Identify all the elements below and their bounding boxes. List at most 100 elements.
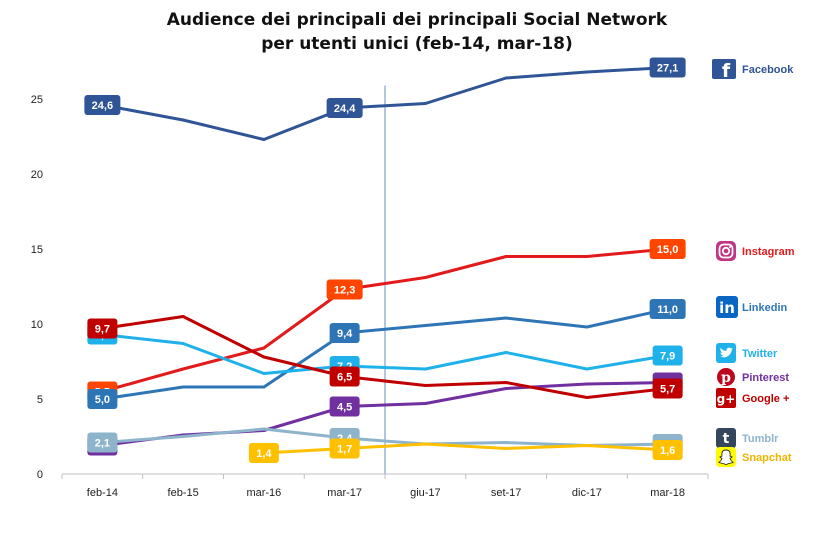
legend-label-twitter: Twitter	[742, 348, 778, 360]
data-label-facebook: 27,1	[657, 63, 678, 75]
y-tick-label: 5	[37, 394, 43, 406]
data-label-pinterest: 4,5	[337, 402, 352, 414]
instagram-icon-dot	[729, 246, 731, 248]
chart-title-line-1: Audience dei principali dei principali S…	[166, 10, 668, 30]
series-line-instagram	[100, 247, 670, 393]
data-point-google	[181, 315, 185, 318]
twitter-icon-bird	[720, 347, 733, 358]
data-point-instagram	[504, 255, 508, 258]
instagram-icon	[716, 241, 736, 261]
data-point-snapchat	[423, 442, 427, 446]
x-tick-label: feb-15	[168, 487, 199, 499]
google-plus-icon: g+	[716, 388, 736, 408]
data-label-box-instagram	[649, 239, 686, 259]
data-label-twitter: 7,9	[660, 351, 675, 363]
data-point-instagram	[585, 255, 589, 258]
y-tick-label: 25	[31, 94, 43, 106]
y-tick-label: 10	[31, 319, 43, 331]
data-point-linkedin	[504, 316, 508, 320]
data-point-tumblr	[181, 435, 185, 438]
data-label-snapchat: 1,4	[256, 448, 272, 460]
data-label-snapchat: 1,7	[337, 444, 352, 456]
data-label-box-google	[329, 366, 360, 387]
data-point-facebook	[585, 70, 589, 74]
linkedin-icon: in	[716, 296, 738, 318]
data-label-snapchat: 1,6	[660, 445, 675, 457]
facebook-icon: f	[712, 59, 736, 82]
data-point-twitter	[504, 351, 508, 354]
legend-label-tumblr: Tumblr	[742, 433, 779, 445]
facebook-icon-bg	[712, 59, 736, 79]
data-point-twitter	[262, 372, 266, 375]
x-tick-label: giu-17	[410, 487, 441, 499]
data-label-box-snapchat	[329, 438, 360, 459]
data-label-tumblr: 2,1	[95, 438, 110, 450]
data-label-google: 5,7	[660, 384, 675, 396]
data-label-box-instagram	[326, 279, 363, 300]
legend-label-linkedin: Linkedin	[742, 302, 788, 314]
data-point-twitter	[181, 342, 185, 345]
linkedin-icon-glyph: in	[719, 299, 735, 317]
x-tick-label: set-17	[491, 487, 522, 499]
data-point-linkedin	[423, 324, 427, 327]
data-point-snapchat	[585, 444, 589, 447]
data-point-linkedin	[262, 385, 266, 389]
data-label-box-facebook	[649, 57, 686, 78]
data-point-twitter	[423, 367, 427, 371]
chart-title: Audience dei principali dei principali S…	[0, 8, 834, 56]
data-label-box-google	[87, 318, 118, 339]
data-label-box-tumblr	[87, 432, 118, 453]
data-label-box-twitter	[652, 345, 683, 366]
data-label-box-snapchat	[248, 443, 279, 463]
snapchat-icon	[716, 447, 736, 467]
x-tick-label: mar-17	[327, 487, 362, 499]
data-point-tumblr	[262, 427, 266, 431]
data-point-google	[423, 384, 427, 387]
data-point-instagram	[181, 367, 185, 371]
legend-label-instagram: Instagram	[742, 246, 795, 258]
google-plus-icon-glyph: g+	[717, 392, 736, 406]
data-label-instagram: 12,3	[334, 285, 355, 297]
data-point-facebook	[181, 118, 185, 122]
google-plus-icon-bg	[716, 388, 736, 408]
snapchat-icon-ghost	[718, 449, 734, 465]
data-point-twitter	[585, 367, 589, 371]
legend-label-google: Google +	[742, 393, 789, 405]
linkedin-icon-bg	[716, 296, 738, 318]
legend-label-snapchat: Snapchat	[742, 452, 792, 464]
data-point-google	[585, 396, 589, 399]
x-tick-label: feb-14	[87, 487, 118, 499]
data-label-box-linkedin	[649, 299, 686, 319]
twitter-icon	[716, 343, 736, 363]
y-tick-label: 0	[37, 469, 43, 481]
data-point-google	[504, 381, 508, 384]
data-label-linkedin: 9,4	[337, 328, 353, 340]
tumblr-icon-glyph: t	[723, 431, 730, 447]
series-line-snapchat	[262, 442, 670, 455]
data-label-facebook: 24,4	[334, 103, 356, 115]
tumblr-icon-bg	[716, 428, 736, 448]
pinterest-icon-glyph: p	[721, 370, 731, 386]
data-label-box-linkedin	[329, 323, 360, 343]
pinterest-icon-bg	[717, 368, 735, 386]
data-label-linkedin: 5,0	[95, 394, 110, 406]
data-point-facebook	[423, 102, 427, 105]
data-label-box-facebook	[84, 95, 121, 115]
series-line-facebook	[100, 66, 670, 141]
x-tick-label: mar-18	[650, 487, 685, 499]
data-point-tumblr	[504, 441, 508, 444]
pinterest-icon: p	[717, 368, 735, 386]
data-point-instagram	[423, 276, 427, 279]
series-line-twitter	[100, 333, 670, 375]
data-point-instagram	[262, 346, 266, 350]
series-lines	[100, 66, 670, 455]
x-tick-label: mar-16	[246, 487, 281, 499]
data-point-linkedin	[585, 325, 589, 329]
data-label-box-linkedin	[87, 389, 118, 409]
data-point-google	[262, 355, 266, 359]
axes: feb-14 feb-15 mar-16 mar-17 giu-17 set-17 dic-…	[31, 85, 709, 499]
data-point-facebook	[504, 76, 508, 80]
data-label-box-pinterest	[329, 396, 360, 417]
tumblr-icon: t	[716, 428, 736, 448]
